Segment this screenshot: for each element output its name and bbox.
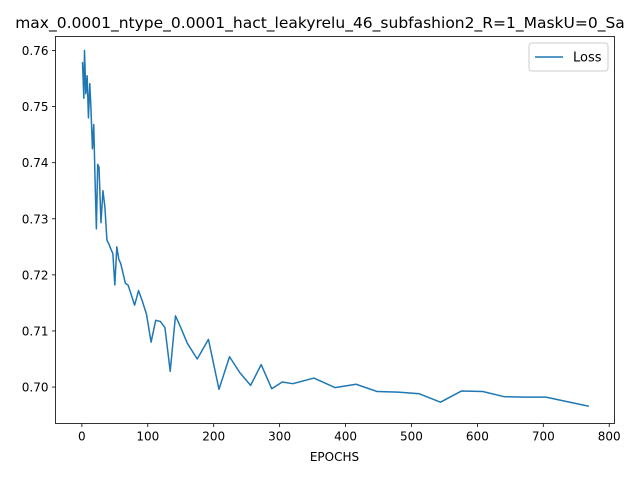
x-tick-label: 700: [532, 430, 555, 444]
legend-box: [528, 42, 609, 72]
x-tick-label: 100: [136, 430, 159, 444]
plot-frame: [55, 36, 615, 424]
y-tick-label: 0.71: [22, 324, 49, 338]
legend: Loss: [528, 42, 609, 72]
legend-label-loss: Loss: [573, 51, 602, 66]
x-tick-label: 600: [466, 430, 489, 444]
chart-title: max_0.0001_ntype_0.0001_hact_leakyrelu_4…: [15, 14, 625, 32]
y-tick-label: 0.70: [22, 381, 49, 395]
x-axis-label: EPOCHS: [309, 450, 360, 464]
y-tick-label: 0.73: [22, 212, 49, 226]
x-tick-label: 200: [202, 430, 225, 444]
y-tick-label: 0.74: [22, 156, 49, 170]
y-tick-label: 0.75: [22, 100, 49, 114]
y-tick-label: 0.72: [22, 268, 49, 282]
x-tick-label: 500: [400, 430, 423, 444]
series-line-loss: [81, 49, 590, 407]
x-axis-ticks: 0 100 200 300 400 500 600 700 800: [78, 423, 621, 444]
x-tick-label: 300: [268, 430, 291, 444]
y-tick-label: 0.76: [22, 44, 49, 58]
x-tick-label: 800: [598, 430, 621, 444]
y-axis-ticks: 0.70 0.71 0.72 0.73 0.74 0.75 0.76: [22, 44, 56, 395]
x-tick-label: 0: [78, 430, 86, 444]
x-tick-label: 400: [334, 430, 357, 444]
